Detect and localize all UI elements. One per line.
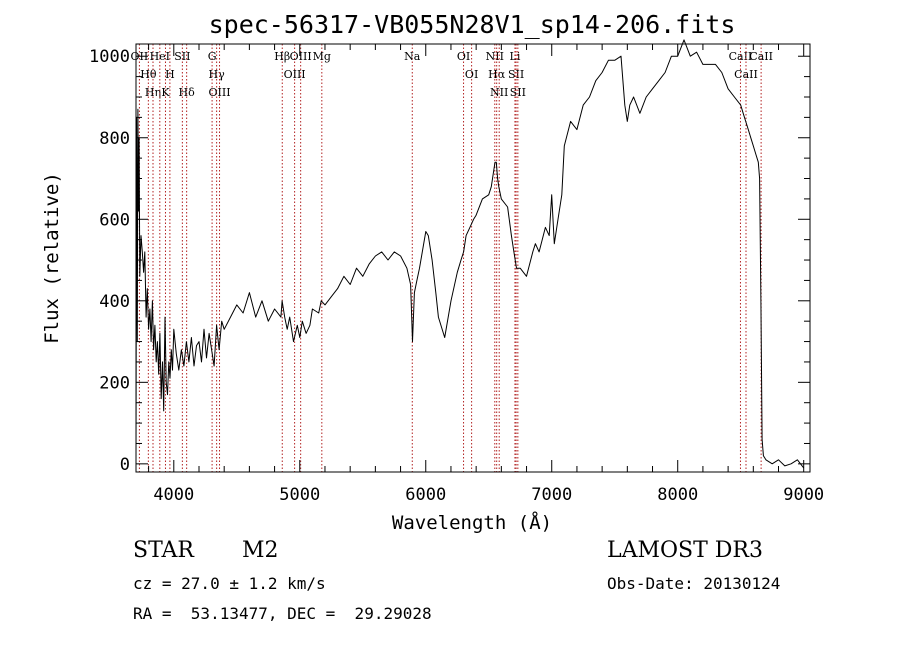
line-marker-label: Mg	[313, 50, 331, 63]
line-marker-label: OIII	[290, 50, 312, 63]
line-marker-label: Na	[404, 50, 421, 63]
line-marker-label: NII	[490, 86, 508, 99]
line-marker-label: SII	[174, 50, 190, 63]
y-tick-label: 0	[120, 455, 130, 475]
x-tick-label: 9000	[783, 485, 824, 505]
spectrum-series	[135, 39, 805, 469]
line-marker-label: H	[165, 68, 175, 81]
line-marker-label: Li	[510, 50, 521, 63]
line-marker-label: Hη	[145, 86, 161, 99]
line-marker-label: CaII	[729, 50, 753, 63]
coordinates: RA = 53.13477, DEC = 29.29028	[133, 604, 432, 623]
object-class: STAR	[133, 538, 194, 563]
line-marker-label: Hδ	[179, 86, 196, 99]
line-marker-label: OIII	[284, 68, 306, 81]
y-tick-label: 400	[99, 292, 130, 312]
line-marker-label: SII	[508, 68, 524, 81]
obs-date: Obs-Date: 20130124	[607, 574, 781, 593]
x-tick-label: 4000	[153, 485, 194, 505]
axis-ticks: 4000 5000 6000 7000 8000 9000 0 200 400 600 800 100…	[89, 44, 824, 505]
line-marker-label: CaII	[734, 68, 758, 81]
subclass: M2	[242, 538, 279, 563]
line-marker-label: Hβ	[274, 50, 290, 63]
line-marker-label: OI	[457, 50, 470, 63]
survey-name: LAMOST DR3	[607, 538, 763, 563]
line-marker-label: Hθ	[140, 68, 157, 81]
y-axis-label: Flux (relative)	[41, 172, 63, 344]
line-marker-label: CaII	[749, 50, 773, 63]
line-marker-label: Hα	[488, 68, 506, 81]
line-marker-label: OI	[465, 68, 478, 81]
chart-title: spec-56317-VB055N28V1_sp14-206.fits	[209, 10, 736, 39]
spectrum-line	[135, 39, 805, 469]
redshift-text: cz = 27.0 ± 1.2 km/s	[133, 574, 326, 593]
y-tick-label: 800	[99, 129, 130, 149]
y-tick-label: 600	[99, 210, 130, 230]
x-tick-label: 6000	[405, 485, 446, 505]
plot-frame	[135, 43, 811, 473]
line-marker-label: OIII	[208, 86, 230, 99]
line-marker-label: NII	[486, 50, 504, 63]
x-tick-label: 7000	[531, 485, 572, 505]
line-marker-label: G	[208, 50, 217, 63]
line-marker-label: K	[161, 86, 170, 99]
x-axis-label: Wavelength (Å)	[392, 511, 552, 534]
line-marker-label: HeI	[150, 50, 170, 63]
line-marker-label: SII	[510, 86, 526, 99]
x-tick-label: 8000	[657, 485, 698, 505]
x-tick-label: 5000	[279, 485, 320, 505]
y-tick-label: 1000	[89, 47, 130, 67]
y-tick-label: 200	[99, 373, 130, 393]
line-marker-label: Hγ	[209, 68, 226, 81]
